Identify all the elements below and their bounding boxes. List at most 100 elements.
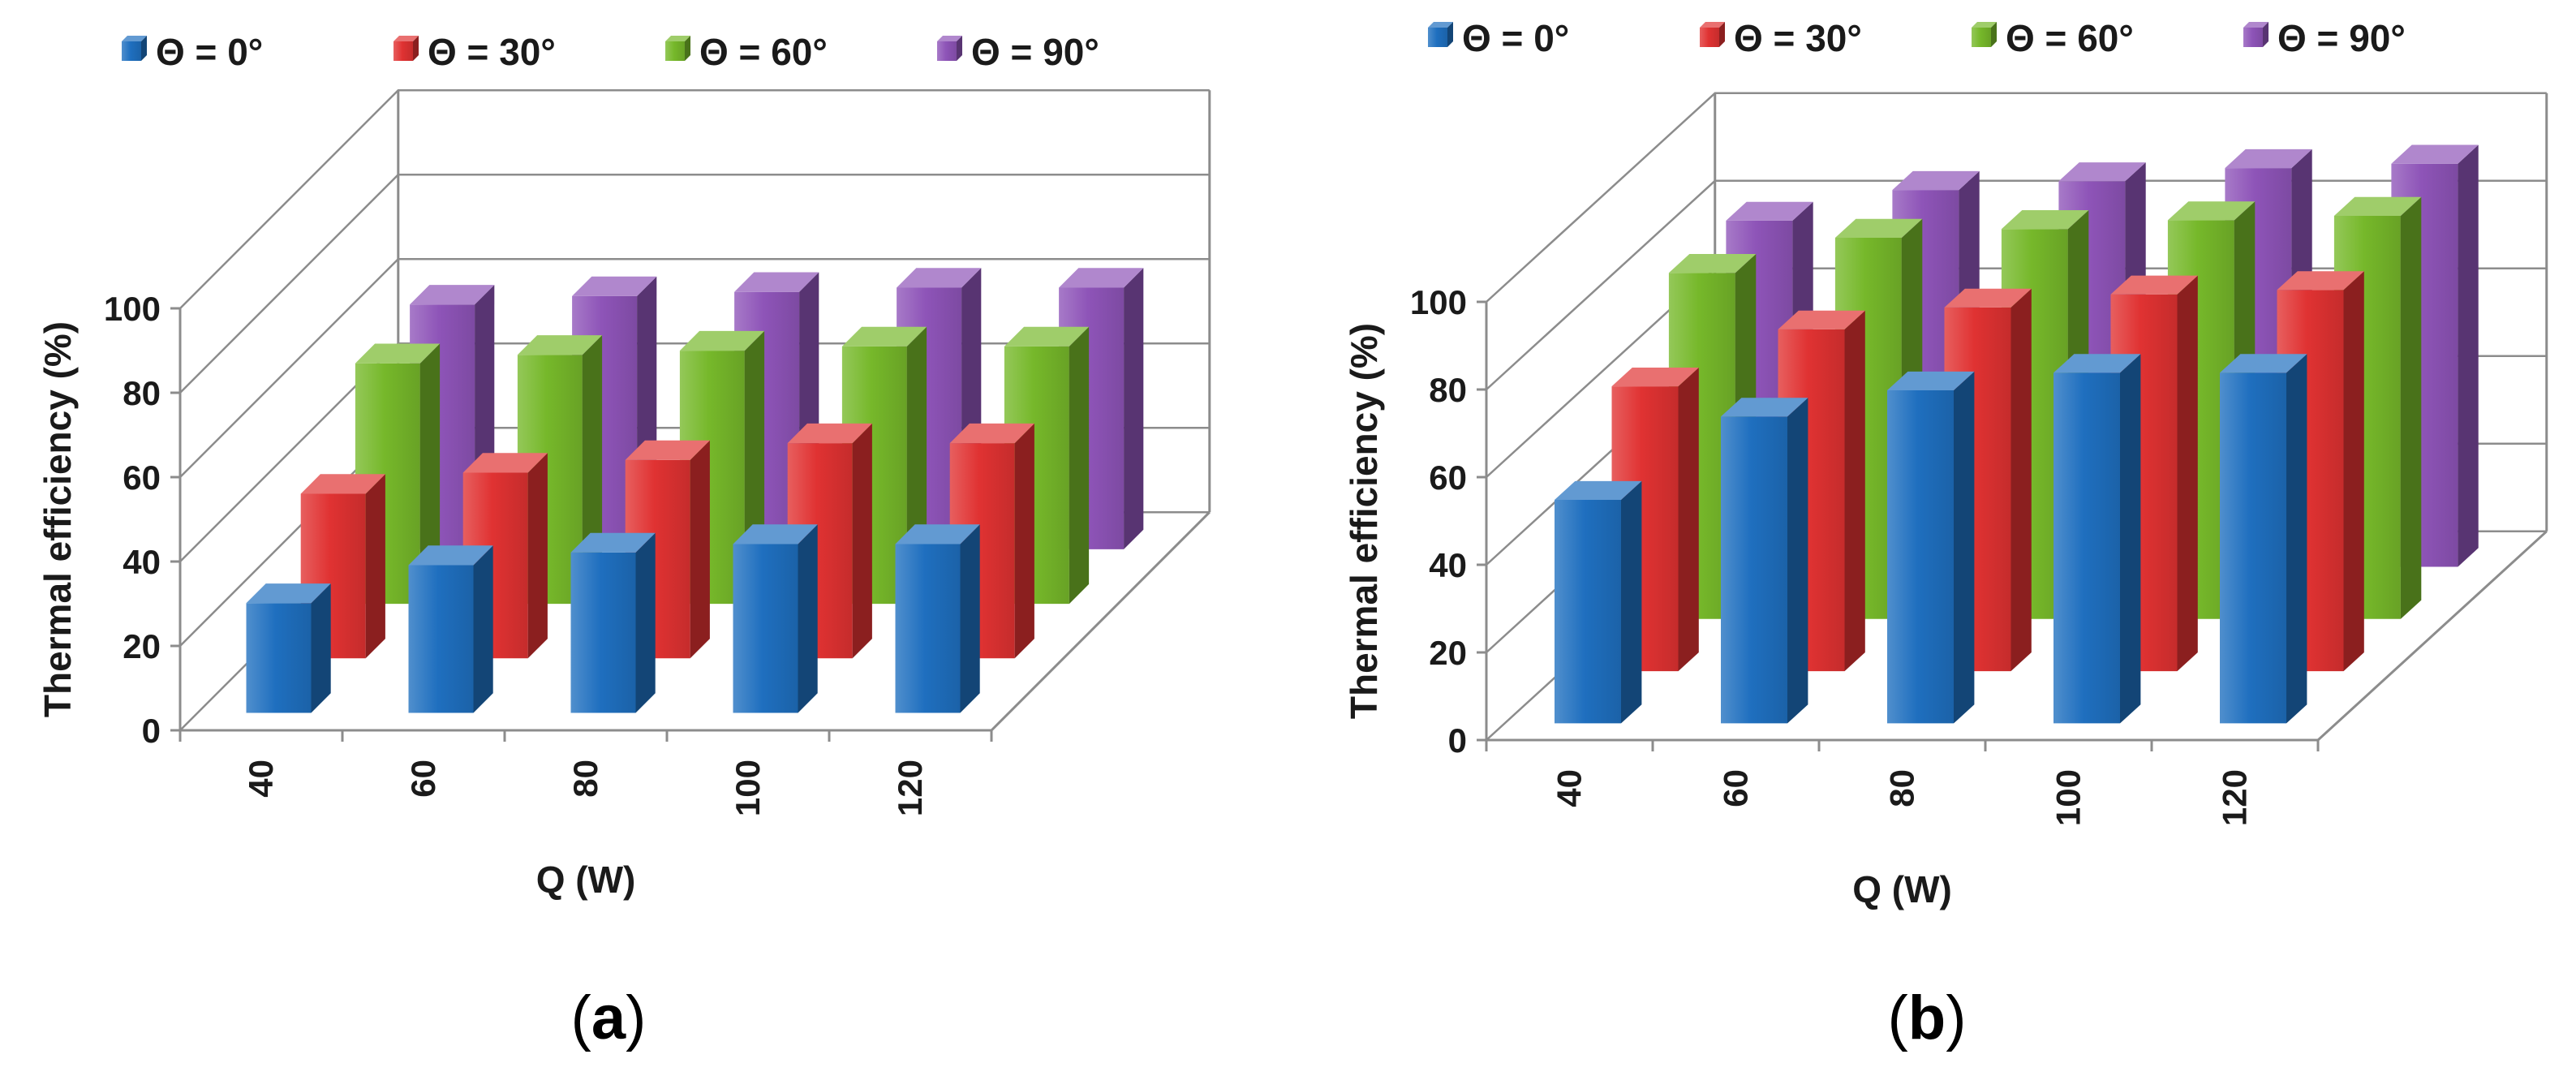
bar-top bbox=[1668, 254, 1757, 273]
x-tick-label: 40 bbox=[1550, 769, 1589, 807]
x-tick-label: 60 bbox=[1717, 769, 1755, 807]
bar-top bbox=[2220, 354, 2307, 373]
y-tick-label: 60 bbox=[123, 458, 161, 497]
bar-front bbox=[1887, 390, 1954, 724]
legend-swatch bbox=[393, 41, 413, 61]
legend-swatch-side bbox=[685, 36, 690, 61]
legend-swatch bbox=[1700, 28, 1719, 47]
bar-side bbox=[2286, 354, 2307, 724]
bar-top bbox=[1726, 201, 1813, 221]
bar bbox=[1555, 480, 1642, 724]
bar-top bbox=[897, 268, 982, 288]
legend-swatch-top bbox=[122, 36, 147, 41]
bar-side bbox=[1621, 480, 1642, 724]
bar-top bbox=[300, 474, 385, 494]
bar-top bbox=[1555, 480, 1642, 500]
bar-side bbox=[1069, 326, 1090, 605]
y-tick-label: 60 bbox=[1429, 458, 1467, 497]
bar-side bbox=[2120, 354, 2141, 724]
legend-swatch-side bbox=[141, 36, 147, 61]
legend-item: Θ = 90° bbox=[937, 31, 1099, 73]
y-tick-label: 40 bbox=[123, 543, 161, 581]
legend-swatch-top bbox=[1972, 22, 1997, 28]
x-tick-labels: 40 60 80 100 120 bbox=[1485, 740, 2320, 826]
legend-swatch bbox=[1972, 28, 1991, 47]
legend: Θ = 0° Θ = 30° Θ = 60° Θ = 90° bbox=[122, 31, 1099, 73]
legend-label: Θ = 0° bbox=[156, 31, 263, 73]
y-tick-label: 0 bbox=[142, 712, 161, 750]
series-2-bars bbox=[1668, 196, 2422, 619]
bar bbox=[2053, 354, 2141, 724]
legend-swatch bbox=[665, 41, 685, 61]
bar bbox=[895, 524, 980, 713]
bar-side bbox=[1787, 398, 1808, 724]
chart-panel-a: 0 20 40 60 80 100 40 60 80 100 120 Q (W) Thermal eff… bbox=[37, 31, 1211, 1052]
bar-top bbox=[246, 583, 331, 604]
y-tick-label: 80 bbox=[123, 374, 161, 412]
legend-label: Θ = 90° bbox=[971, 31, 1099, 73]
y-axis-label: Thermal efficiency (%) bbox=[37, 321, 79, 717]
y-tick-label: 100 bbox=[1410, 283, 1467, 321]
x-tick-label: 60 bbox=[404, 760, 442, 798]
bar-side bbox=[2010, 288, 2032, 672]
y-tick-labels: 0 20 40 60 80 100 bbox=[104, 290, 180, 750]
legend-label: Θ = 60° bbox=[699, 31, 828, 73]
x-tick-label: 120 bbox=[2216, 769, 2254, 826]
x-tick-label: 100 bbox=[729, 760, 767, 816]
legend-item: Θ = 30° bbox=[1700, 17, 1862, 59]
legend-swatch bbox=[2243, 28, 2263, 47]
bar-top bbox=[408, 545, 493, 566]
legend-swatch bbox=[1428, 28, 1447, 47]
bar-side bbox=[798, 524, 818, 713]
bar-top bbox=[1004, 326, 1090, 346]
bar-top bbox=[787, 423, 872, 444]
y-tick-label: 100 bbox=[104, 290, 161, 328]
bar-top bbox=[2053, 354, 2141, 373]
panel-caption-letter: b bbox=[1908, 983, 1946, 1052]
bar-top bbox=[2058, 162, 2146, 182]
bar-top bbox=[1887, 371, 1975, 390]
bar-side bbox=[419, 343, 441, 605]
x-tick-label: 120 bbox=[891, 760, 929, 816]
bar-top bbox=[949, 423, 1034, 444]
x-tick-labels: 40 60 80 100 120 bbox=[178, 730, 993, 816]
legend-label: Θ = 30° bbox=[428, 31, 556, 73]
legend-item: Θ = 0° bbox=[1428, 17, 1569, 59]
bar-side bbox=[2400, 196, 2422, 619]
bar-top bbox=[2277, 271, 2364, 291]
bar bbox=[733, 524, 818, 713]
bar-side bbox=[2458, 144, 2479, 567]
legend-item: Θ = 60° bbox=[1972, 17, 2134, 59]
chart-panel-b: 0 20 40 60 80 100 40 60 80 100 120 Q (W) Thermal eff… bbox=[1343, 17, 2548, 1052]
bar-top bbox=[1892, 170, 1980, 191]
legend-swatch-top bbox=[665, 36, 690, 41]
bar-top bbox=[355, 343, 441, 364]
bar-side bbox=[690, 440, 710, 659]
bar-top bbox=[679, 330, 765, 351]
bar-front bbox=[246, 603, 312, 713]
bar-top bbox=[1944, 288, 2032, 308]
bar-front bbox=[2220, 372, 2286, 724]
x-axis-label: Q (W) bbox=[1852, 868, 1952, 910]
y-axis-label: Thermal efficiency (%) bbox=[1343, 323, 1385, 719]
bar-side bbox=[2343, 271, 2364, 672]
bar-side bbox=[1124, 268, 1144, 549]
legend-swatch-side bbox=[1447, 22, 1453, 47]
bar-top bbox=[2167, 201, 2256, 221]
legend-label: Θ = 0° bbox=[1462, 17, 1569, 59]
bar-side bbox=[960, 524, 980, 713]
bar-top bbox=[1611, 368, 1699, 387]
legend: Θ = 0° Θ = 30° Θ = 60° Θ = 90° bbox=[1428, 17, 2406, 59]
legend-label: Θ = 60° bbox=[2006, 17, 2134, 59]
bar-side bbox=[473, 545, 493, 713]
legend-swatch-side bbox=[2263, 22, 2269, 47]
bar-side bbox=[1844, 310, 1865, 672]
bar bbox=[1887, 371, 1975, 724]
bar-top bbox=[2333, 196, 2422, 216]
bar-top bbox=[625, 440, 710, 460]
bar-front bbox=[1721, 416, 1787, 724]
legend-swatch-top bbox=[937, 36, 962, 41]
bars bbox=[1555, 144, 2479, 724]
bar-top bbox=[2110, 275, 2198, 295]
